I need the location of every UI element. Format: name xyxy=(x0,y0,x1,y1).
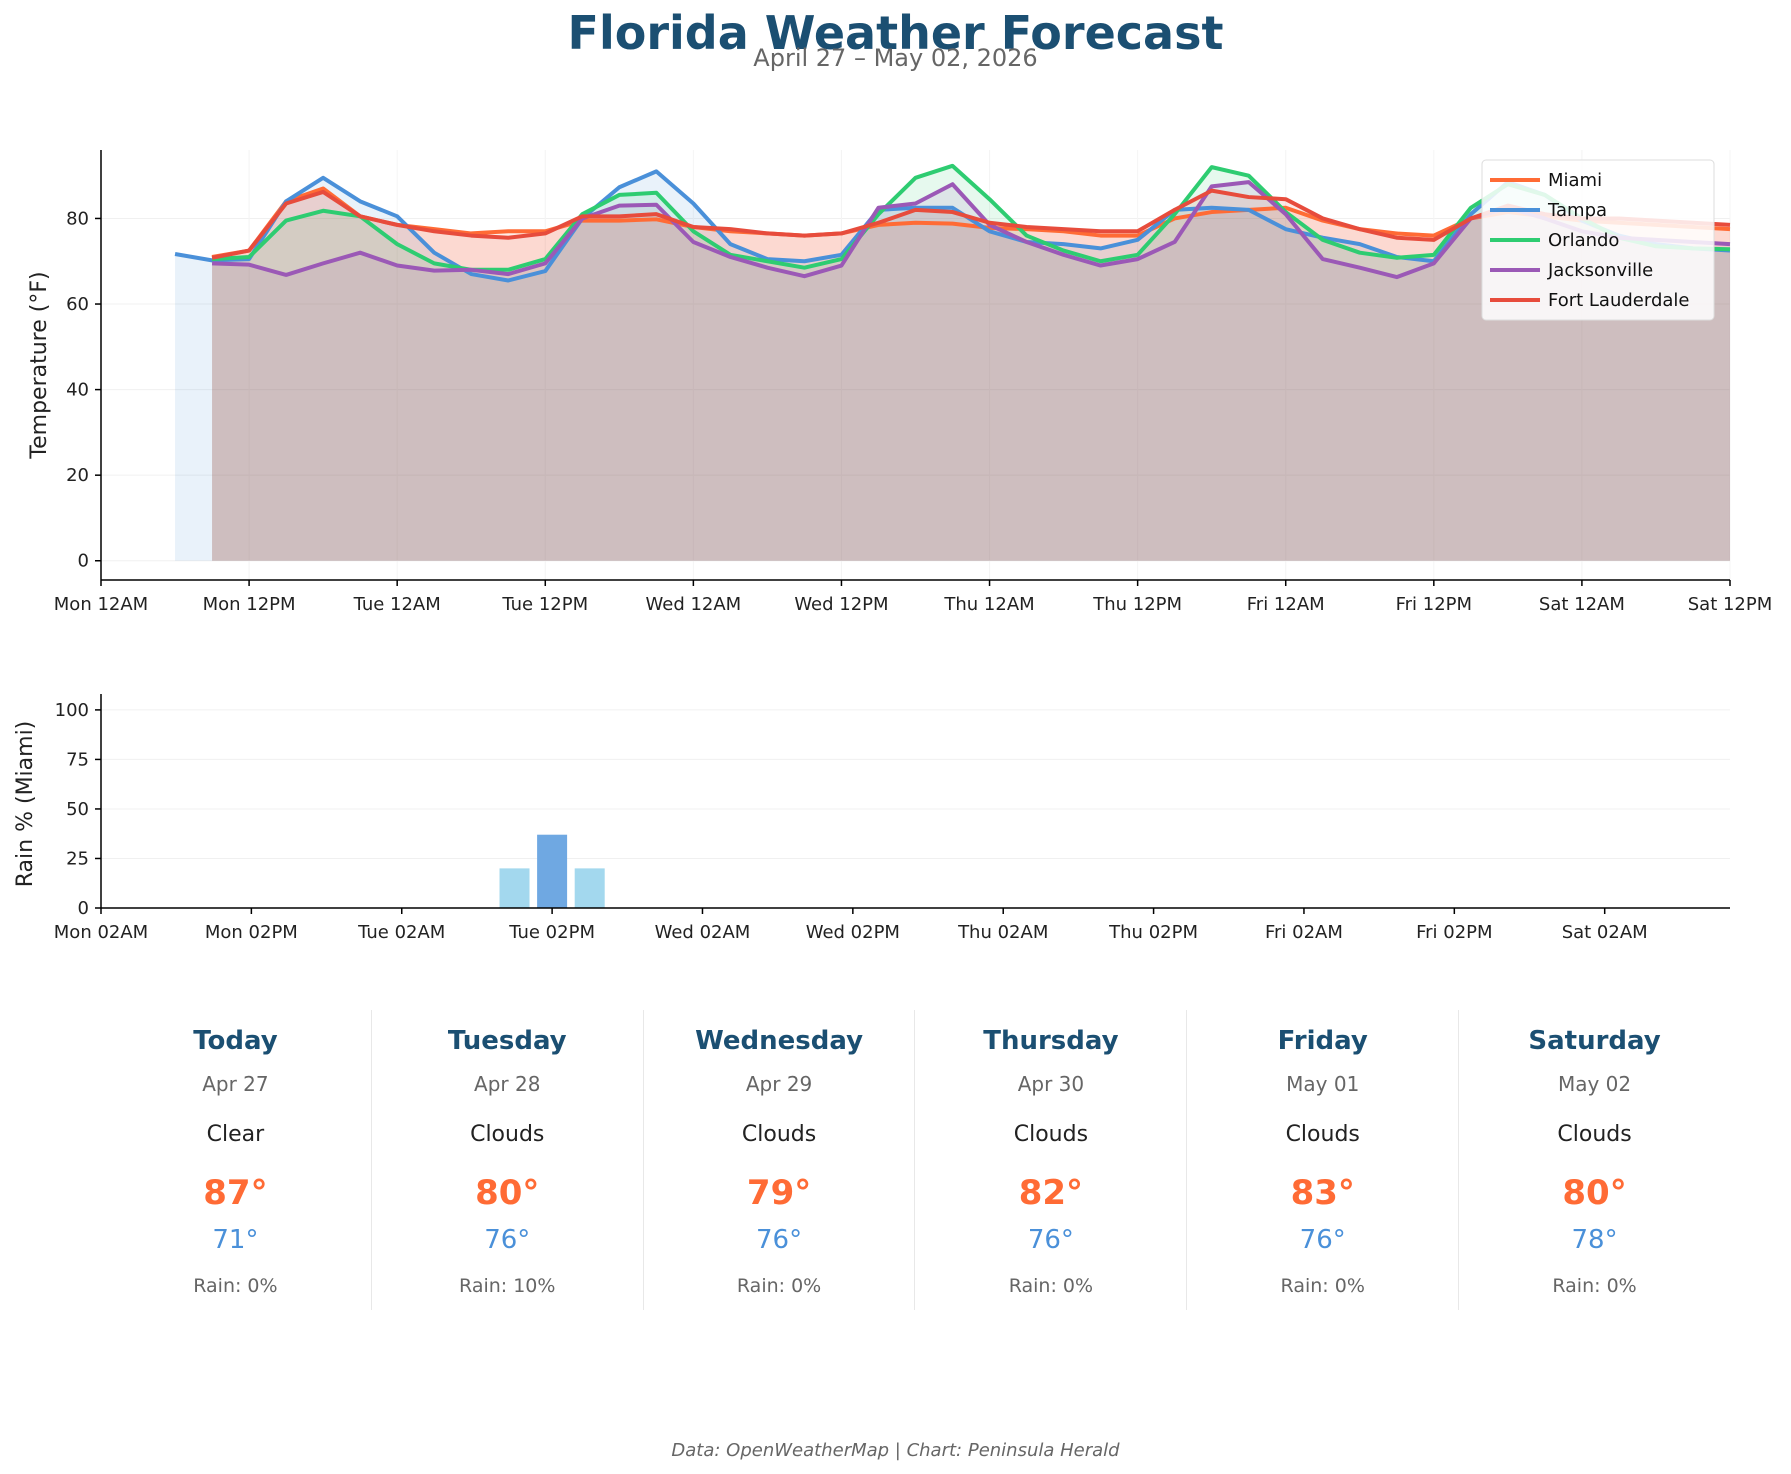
high-temp: 87° xyxy=(203,1173,268,1213)
y-tick-label: 75 xyxy=(66,749,89,770)
rain-chance: Rain: 0% xyxy=(1008,1275,1094,1297)
high-temp: 80° xyxy=(1562,1173,1627,1213)
day-condition: Clouds xyxy=(470,1122,545,1147)
forecast-card-today: Today Apr 27 Clear 87° 71° Rain: 0% xyxy=(100,1010,371,1310)
x-tick-label: Tue 12PM xyxy=(501,594,588,615)
series-area-0 xyxy=(212,188,1731,561)
day-name: Today xyxy=(193,1026,278,1056)
x-tick-label: Tue 12AM xyxy=(353,594,441,615)
forecast-card-thursday: Thursday Apr 30 Clouds 82° 76° Rain: 0% xyxy=(914,1010,1186,1310)
y-tick-label: 40 xyxy=(66,380,89,401)
chart-title: Florida Weather Forecast xyxy=(567,6,1224,60)
x-tick-label: Fri 02PM xyxy=(1416,922,1492,940)
y-tick-label: 25 xyxy=(66,848,89,869)
series-area-3 xyxy=(212,182,1731,561)
x-tick-label: Tue 02AM xyxy=(357,922,445,940)
forecast-card-friday: Friday May 01 Clouds 83° 76° Rain: 0% xyxy=(1186,1010,1458,1310)
y-tick-label: 0 xyxy=(78,898,89,919)
series-area-4 xyxy=(212,190,1731,561)
high-temp: 79° xyxy=(746,1173,812,1213)
x-tick-label: Thu 02AM xyxy=(957,922,1048,940)
day-date: May 01 xyxy=(1286,1072,1360,1096)
low-temp: 78° xyxy=(1571,1225,1618,1255)
x-tick-label: Wed 02AM xyxy=(655,922,751,940)
low-temp: 76° xyxy=(484,1225,531,1255)
x-tick-label: Thu 12AM xyxy=(943,594,1034,615)
rain-chance: Rain: 0% xyxy=(193,1275,278,1297)
x-tick-label: Thu 02PM xyxy=(1108,922,1198,940)
y-tick-label: 80 xyxy=(66,208,89,229)
y-axis-title: Rain % (Miami) xyxy=(13,721,38,888)
series-area-1 xyxy=(175,171,1731,561)
x-tick-label: Tue 02PM xyxy=(508,922,595,940)
x-tick-label: Mon 12AM xyxy=(54,594,148,615)
rain-chance: Rain: 10% xyxy=(459,1275,556,1297)
day-name: Friday xyxy=(1277,1026,1368,1056)
daily-forecast-cards: Today Apr 27 Clear 87° 71° Rain: 0% Tues… xyxy=(100,1010,1730,1310)
y-tick-label: 100 xyxy=(55,700,89,721)
forecast-card-tuesday: Tuesday Apr 28 Clouds 80° 76° Rain: 10% xyxy=(370,1010,643,1310)
high-temp: 82° xyxy=(1018,1173,1084,1213)
legend-label: Tampa xyxy=(1547,200,1607,221)
y-axis-title: Temperature (°F) xyxy=(27,271,52,459)
legend-label: Fort Lauderdale xyxy=(1548,290,1690,311)
day-condition: Clouds xyxy=(1013,1122,1089,1147)
y-tick-label: 50 xyxy=(66,799,89,820)
high-temp: 83° xyxy=(1290,1173,1355,1213)
high-temp: 80° xyxy=(475,1173,540,1213)
day-date: Apr 27 xyxy=(202,1072,269,1096)
series-line-1 xyxy=(174,169,1731,283)
day-condition: Clouds xyxy=(1557,1122,1632,1147)
x-tick-label: Wed 02PM xyxy=(806,922,900,940)
rain-chance: Rain: 0% xyxy=(1552,1275,1637,1297)
day-name: Saturday xyxy=(1528,1026,1661,1056)
day-date: Apr 28 xyxy=(474,1072,541,1096)
forecast-card-wednesday: Wednesday Apr 29 Clouds 79° 76° Rain: 0% xyxy=(642,1010,915,1310)
x-tick-label: Mon 02AM xyxy=(54,922,148,940)
x-tick-label: Thu 12PM xyxy=(1092,594,1182,615)
rain-chance: Rain: 0% xyxy=(1280,1275,1365,1297)
rain-bar-2 xyxy=(574,868,605,908)
series-line-4 xyxy=(211,188,1731,260)
x-tick-label: Fri 02AM xyxy=(1265,922,1343,940)
low-temp: 76° xyxy=(1027,1225,1074,1255)
day-condition: Clouds xyxy=(1285,1122,1360,1147)
rain-bar-1 xyxy=(537,834,568,908)
x-tick-label: Fri 12AM xyxy=(1247,594,1325,615)
day-date: May 02 xyxy=(1557,1072,1632,1096)
rain-bar-0 xyxy=(499,868,530,908)
legend-label: Miami xyxy=(1548,170,1602,191)
chart-subtitle: April 27 – May 02, 2026 xyxy=(753,44,1038,72)
y-tick-label: 20 xyxy=(66,465,89,486)
low-temp: 71° xyxy=(212,1225,259,1255)
forecast-card-saturday: Saturday May 02 Clouds 80° 78° Rain: 0% xyxy=(1458,1010,1730,1310)
rain-bar-chart: 0 25 50 75 100 Mon 02AM Mon 02PM Tue 02AM Tue 02… xyxy=(13,694,1730,940)
legend-label: Jacksonville xyxy=(1547,260,1653,281)
x-tick-label: Sat 12PM xyxy=(1688,594,1773,615)
source-credit: Data: OpenWeatherMap | Chart: Peninsula … xyxy=(671,1440,1120,1461)
y-tick-label: 0 xyxy=(78,551,89,572)
day-date: Apr 29 xyxy=(745,1072,813,1096)
temperature-line-chart: 0 20 40 60 80 Mon 12AM Mon 12PM Tue 12AM Tue 12P… xyxy=(27,150,1773,615)
rain-chance: Rain: 0% xyxy=(736,1275,822,1297)
day-date: Apr 30 xyxy=(1017,1072,1085,1096)
low-temp: 76° xyxy=(1299,1225,1346,1255)
day-name: Wednesday xyxy=(695,1026,864,1056)
x-tick-label: Wed 12AM xyxy=(646,594,742,615)
legend-box xyxy=(1481,159,1715,321)
x-tick-label: Fri 12PM xyxy=(1396,594,1472,615)
x-tick-label: Wed 12PM xyxy=(794,594,888,615)
low-temp: 76° xyxy=(756,1225,803,1255)
x-tick-label: Mon 02PM xyxy=(205,922,298,940)
x-tick-label: Sat 12AM xyxy=(1539,594,1625,615)
day-condition: Clouds xyxy=(741,1122,817,1147)
day-condition: Clear xyxy=(206,1122,265,1147)
x-tick-label: Sat 02AM xyxy=(1562,922,1648,940)
x-tick-label: Mon 12PM xyxy=(203,594,296,615)
legend-label: Orlando xyxy=(1548,230,1619,251)
day-name: Tuesday xyxy=(447,1026,567,1056)
day-name: Thursday xyxy=(983,1026,1119,1056)
y-tick-label: 60 xyxy=(66,294,89,315)
